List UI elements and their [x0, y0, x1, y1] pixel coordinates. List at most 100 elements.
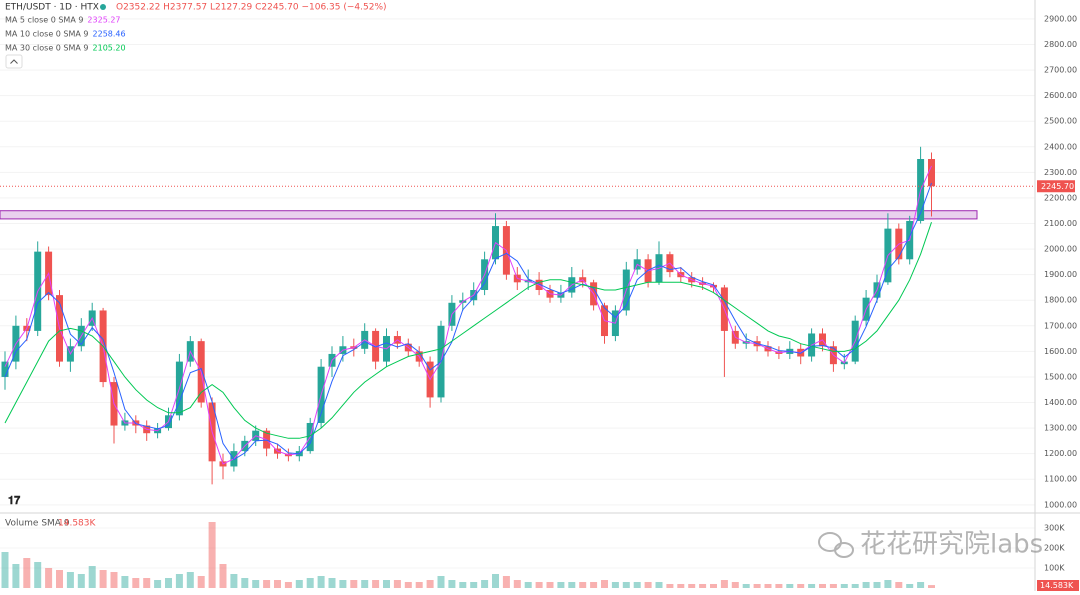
volume-bar — [513, 580, 521, 588]
volume-bar — [917, 582, 925, 588]
volume-bar — [819, 584, 826, 588]
volume-bar — [34, 562, 42, 588]
volume-bar — [132, 578, 140, 588]
watermark-icon — [818, 532, 842, 552]
y-tick-label: 1300.00 — [1044, 424, 1077, 433]
y-tick-label: 2000.00 — [1044, 245, 1077, 254]
volume-bar — [284, 582, 292, 588]
volume-bar — [143, 578, 151, 588]
volume-bar — [121, 576, 129, 588]
volume-bar — [557, 582, 565, 588]
volume-bar — [274, 580, 281, 588]
volume-bar — [110, 572, 118, 588]
ma-layer — [0, 165, 1035, 465]
volume-bar — [546, 582, 554, 588]
y-tick-label: 2900.00 — [1044, 14, 1077, 23]
volume-bar — [808, 584, 816, 588]
y-tick-label: 2600.00 — [1044, 91, 1077, 100]
symbol: ETH/USDT · 1D · HTX — [5, 3, 99, 13]
volume-bar — [56, 570, 63, 588]
volume-bar — [437, 576, 445, 588]
y-tick-label: 1600.00 — [1044, 347, 1077, 356]
y-tick-label: 2200.00 — [1044, 193, 1077, 202]
volume-bar — [306, 578, 314, 588]
volume-bar — [568, 582, 576, 588]
volume-bar — [481, 580, 489, 588]
legend-name: MA 5 close 0 SMA 9 — [5, 16, 83, 25]
y-tick-label: 1800.00 — [1044, 296, 1077, 305]
volume-bar — [677, 584, 685, 588]
volume-bar — [895, 582, 903, 588]
y-tick-label: 1400.00 — [1044, 398, 1077, 407]
y-tick-label: 2400.00 — [1044, 142, 1077, 151]
volume-bar — [884, 580, 892, 588]
y-tick-label: 2800.00 — [1044, 40, 1077, 49]
y-tick-label: 300K — [1044, 524, 1065, 533]
volume-bar — [208, 522, 216, 588]
volume-bar — [393, 580, 401, 588]
volume-bar — [742, 584, 750, 588]
volume-bar — [688, 584, 696, 588]
volume-bar — [175, 574, 183, 588]
volume-bar — [601, 580, 608, 588]
volume-bar — [45, 568, 53, 588]
legend-value: 2105.20 — [93, 44, 126, 53]
volume-bar — [840, 584, 848, 588]
volume-bar — [361, 580, 369, 588]
y-tick-label: 2100.00 — [1044, 219, 1077, 228]
volume-bar — [666, 584, 674, 588]
volume-bar — [764, 584, 772, 588]
status-dot — [100, 4, 106, 10]
volume-bar — [535, 582, 543, 588]
volume-bar — [502, 576, 510, 588]
volume-bar — [906, 584, 914, 588]
volume-bar — [339, 580, 347, 588]
volume-bar — [219, 564, 227, 588]
volume-title: Volume SMA 9 — [5, 519, 70, 529]
watermark-text: 花花研究院labs — [860, 530, 1043, 560]
volume-bar — [699, 584, 707, 588]
volume-bar — [633, 582, 641, 588]
volume-bar — [829, 584, 837, 588]
volume-bar — [862, 582, 870, 588]
zone-layer — [0, 210, 978, 220]
volume-bar — [23, 558, 31, 588]
watermark — [818, 532, 854, 558]
y-tick-label: 1000.00 — [1044, 500, 1077, 509]
last-price-label: 2245.70 — [1041, 182, 1074, 191]
volume-bar — [99, 570, 107, 588]
zone — [0, 210, 978, 220]
volume-bar — [383, 580, 390, 588]
volume-bar — [655, 582, 663, 588]
candle-body — [1, 361, 9, 377]
axis-layer: 1000.00 1100.00 1200.00 1300.00 1400.00 1500.… — [1037, 14, 1079, 591]
volume-bar — [753, 584, 761, 588]
volume-last-label: 14.583K — [1040, 581, 1074, 590]
volume-bar — [252, 580, 260, 588]
collapse-button[interactable] — [5, 54, 23, 69]
volume-bar — [928, 585, 935, 588]
volume-bar — [404, 582, 412, 588]
y-tick-label: 200K — [1044, 544, 1065, 553]
volume-bar — [230, 574, 238, 588]
legend-value: 2325.27 — [87, 16, 120, 25]
volume-layer — [1, 522, 935, 588]
volume-bar — [165, 578, 172, 588]
y-tick-label: 1500.00 — [1044, 372, 1077, 381]
volume-bar — [154, 580, 162, 588]
volume-bar — [579, 582, 587, 588]
volume-bar — [611, 582, 619, 588]
volume-bar — [492, 574, 499, 588]
legend-name: MA 10 close 0 SMA 9 — [5, 30, 89, 39]
volume-bar — [426, 580, 434, 588]
volume-bar — [710, 584, 717, 588]
tv-logo: 𝟏𝟕 — [8, 494, 21, 507]
volume-bar — [350, 580, 358, 588]
grid — [0, 18, 1035, 569]
volume-bar — [622, 582, 630, 588]
volume-bar — [470, 582, 478, 588]
volume-bar — [720, 580, 728, 588]
y-tick-label: 2300.00 — [1044, 168, 1077, 177]
